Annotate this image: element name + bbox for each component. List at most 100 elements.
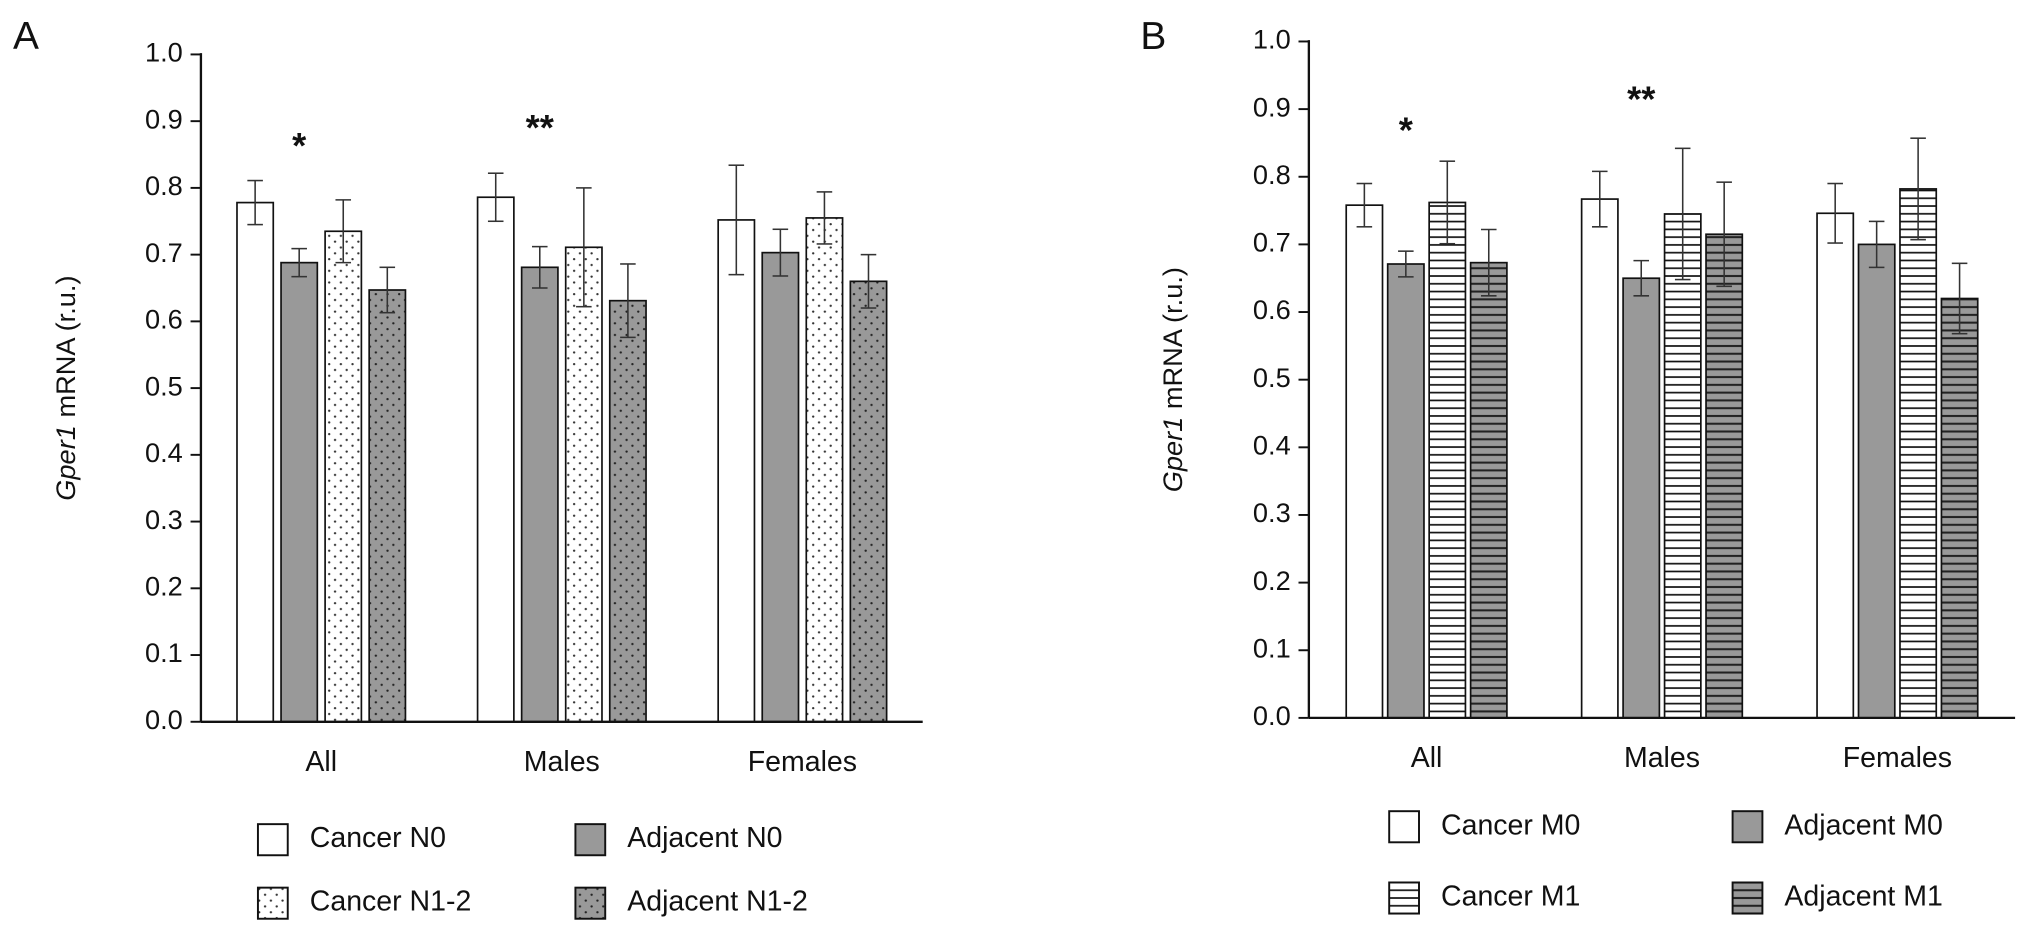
y-tick-label: 0.6 bbox=[1253, 294, 1291, 325]
bar bbox=[1580, 198, 1619, 719]
legend-label: Cancer N0 bbox=[310, 822, 446, 854]
legend-swatch bbox=[574, 886, 607, 920]
significance-mark: ** bbox=[526, 107, 555, 148]
y-tick-label: 1.0 bbox=[1253, 24, 1291, 55]
y-tick-label: 0.7 bbox=[1253, 227, 1291, 258]
x-tick-label: All bbox=[305, 746, 337, 778]
error-bar bbox=[1439, 160, 1456, 245]
y-tick-label: 0.4 bbox=[145, 437, 183, 468]
error-bar bbox=[1398, 250, 1414, 278]
error-bar bbox=[379, 266, 396, 314]
y-tick-label: 0.9 bbox=[1253, 91, 1291, 122]
error-bar bbox=[1356, 182, 1373, 228]
y-tick-label: 0.6 bbox=[145, 304, 183, 335]
bar bbox=[368, 289, 407, 723]
error-bar bbox=[1716, 181, 1732, 288]
panel-label: B bbox=[1140, 15, 1166, 58]
y-axis-label: Gper1 mRNA (r.u.) bbox=[50, 275, 81, 500]
y-tick-label: 0.0 bbox=[145, 704, 183, 735]
bar bbox=[1622, 277, 1661, 719]
bar bbox=[805, 217, 844, 723]
bar bbox=[520, 266, 559, 723]
significance-mark: ** bbox=[1627, 78, 1656, 119]
legend-swatch bbox=[1731, 881, 1764, 915]
y-tick-label: 0.2 bbox=[145, 570, 183, 601]
y-axis-label-unit: mRNA (r.u.) bbox=[50, 275, 81, 417]
y-tick-label: 0.1 bbox=[145, 637, 183, 668]
legend-label: Adjacent M1 bbox=[1784, 881, 1942, 913]
legend-swatch bbox=[256, 823, 289, 857]
error-bar bbox=[1827, 182, 1843, 244]
x-tick-label: Females bbox=[1843, 742, 1952, 774]
y-tick-label: 0.9 bbox=[145, 103, 183, 134]
y-tick-label: 0.8 bbox=[1253, 159, 1291, 190]
y-tick-label: 0.8 bbox=[145, 170, 183, 201]
bar bbox=[236, 201, 275, 723]
bar bbox=[476, 196, 515, 723]
legend-swatch bbox=[1388, 810, 1420, 844]
bar bbox=[1345, 204, 1384, 719]
bar bbox=[324, 230, 363, 723]
bar bbox=[717, 219, 756, 723]
bar bbox=[761, 251, 800, 723]
x-tick-label: Males bbox=[524, 746, 600, 778]
bar bbox=[1899, 188, 1938, 719]
y-tick-label: 0.5 bbox=[1253, 362, 1291, 393]
error-bar bbox=[860, 253, 877, 309]
error-bar bbox=[1633, 259, 1650, 297]
y-axis-label-gene: Gper1 bbox=[1157, 417, 1188, 493]
error-bar bbox=[291, 247, 307, 278]
bar bbox=[564, 246, 603, 723]
y-tick-label: 0.3 bbox=[1253, 497, 1291, 528]
error-bar bbox=[1674, 147, 1691, 281]
y-axis-label-gene: Gper1 bbox=[50, 425, 81, 501]
error-bar bbox=[620, 263, 636, 339]
legend-label: Cancer M0 bbox=[1441, 809, 1580, 841]
y-tick-label: 0.4 bbox=[1253, 430, 1291, 461]
legend-label: Adjacent M0 bbox=[1784, 809, 1942, 841]
error-bar bbox=[1480, 228, 1497, 297]
bar bbox=[1428, 201, 1467, 719]
y-tick-label: 0.7 bbox=[145, 237, 183, 268]
bar bbox=[1816, 212, 1855, 719]
x-tick-label: All bbox=[1411, 742, 1443, 774]
bar bbox=[1705, 233, 1744, 719]
y-axis-label: Gper1 mRNA (r.u.) bbox=[1157, 267, 1188, 492]
y-tick-label: 0.3 bbox=[145, 504, 183, 535]
bar bbox=[280, 261, 319, 723]
error-bar bbox=[1910, 137, 1926, 241]
error-bar bbox=[772, 228, 789, 277]
error-bar bbox=[532, 245, 548, 289]
legend-label: Adjacent N0 bbox=[627, 822, 782, 854]
legend-swatch bbox=[1388, 881, 1420, 915]
legend-swatch bbox=[256, 886, 289, 920]
y-tick-label: 1.0 bbox=[145, 37, 183, 68]
y-tick-label: 0.5 bbox=[145, 370, 183, 401]
error-bar bbox=[247, 179, 263, 226]
legend-swatch bbox=[1731, 810, 1764, 844]
bar bbox=[1940, 297, 1979, 719]
error-bar bbox=[728, 164, 745, 276]
significance-mark: * bbox=[1399, 110, 1414, 151]
error-bar bbox=[1951, 262, 1968, 335]
error-bar bbox=[576, 187, 592, 308]
y-tick-label: 0.2 bbox=[1253, 565, 1291, 596]
bar bbox=[849, 280, 888, 723]
y-axis-label-unit: mRNA (r.u.) bbox=[1157, 267, 1188, 409]
bar bbox=[1469, 261, 1508, 719]
x-tick-label: Females bbox=[748, 746, 857, 778]
bar bbox=[1857, 243, 1896, 719]
y-tick-label: 0.0 bbox=[1253, 700, 1291, 731]
panel-label: A bbox=[13, 15, 39, 58]
bar bbox=[1663, 213, 1702, 719]
error-bar bbox=[487, 172, 504, 223]
y-tick-label: 0.1 bbox=[1253, 632, 1291, 663]
error-bar bbox=[1591, 170, 1608, 228]
bar bbox=[608, 299, 647, 723]
legend-label: Cancer M1 bbox=[1441, 881, 1580, 913]
error-bar bbox=[816, 191, 833, 245]
legend-label: Cancer N1-2 bbox=[310, 886, 472, 918]
legend-label: Adjacent N1-2 bbox=[627, 886, 808, 918]
x-tick-label: Males bbox=[1624, 742, 1700, 774]
